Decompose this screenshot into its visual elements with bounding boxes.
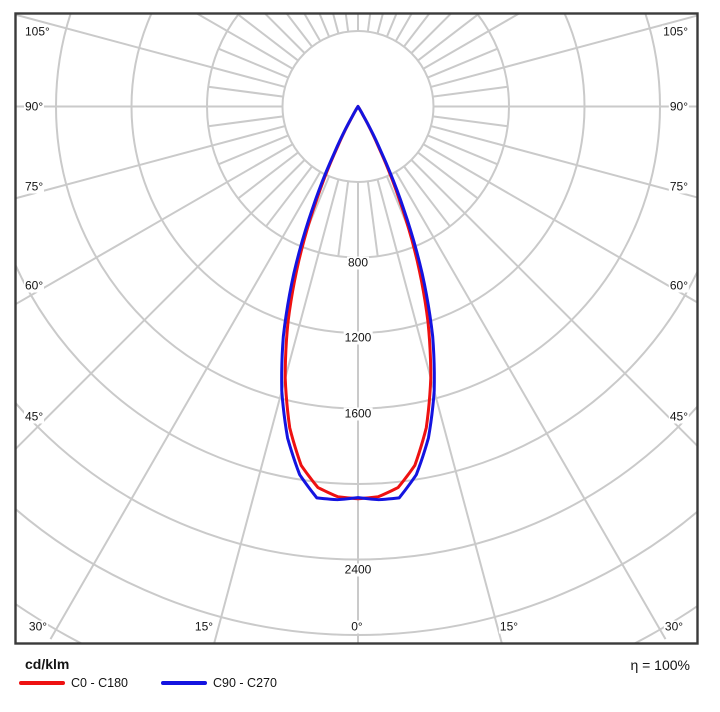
- grid-radial-major: [410, 159, 698, 448]
- grid-radial-major: [15, 159, 306, 451]
- angle-label-right-4: 45°: [668, 409, 689, 424]
- angle-label-bottom-1: 15°: [193, 619, 215, 634]
- grid-radial-minor: [218, 47, 289, 79]
- grid-radial-major: [15, 125, 286, 200]
- grid-radial-minor: [284, 13, 313, 48]
- grid-radial-minor: [237, 13, 299, 62]
- grid-radial-minor: [208, 85, 284, 98]
- angle-label-bottom-3: 15°: [498, 619, 520, 634]
- angle-label-left-4: 45°: [24, 409, 45, 424]
- efficiency-label: η = 100%: [630, 657, 690, 673]
- grid-radial-minor: [427, 47, 498, 79]
- grid-radial-minor: [432, 115, 508, 128]
- angle-label-left-1: 90°: [24, 99, 45, 114]
- grid-radial-minor: [417, 13, 479, 62]
- grid-radial-major: [212, 179, 340, 644]
- radius-label-1600: 1600: [343, 406, 373, 421]
- grid-radial-minor: [344, 13, 350, 32]
- angle-label-right-1: 90°: [668, 99, 689, 114]
- unit-label: cd/klm: [25, 656, 70, 672]
- angle-label-left-0: 105°: [24, 24, 51, 39]
- grid-radial-major: [376, 179, 504, 644]
- grid-radial-major: [430, 125, 698, 199]
- angle-label-left-2: 75°: [24, 179, 45, 194]
- radius-label-2400: 2400: [343, 562, 373, 577]
- grid-radial-minor: [318, 13, 331, 38]
- grid-radial-major: [49, 171, 322, 640]
- grid-radial-major: [394, 171, 667, 640]
- radius-label-1200: 1200: [343, 330, 373, 345]
- angle-label-right-0: 105°: [662, 24, 689, 39]
- grid-radial-minor: [337, 181, 350, 257]
- grid-radial-minor: [432, 85, 508, 98]
- grid-radial-minor: [208, 115, 284, 128]
- grid-radial-major: [15, 143, 294, 306]
- grid-radial-minor: [417, 151, 479, 200]
- grid-radial-minor: [403, 165, 451, 227]
- legend-label-c90-c270: C90 - C270: [213, 676, 277, 690]
- grid-radial-minor: [237, 151, 299, 200]
- grid-radial-major: [194, 13, 294, 70]
- legend-line-blue: [161, 681, 207, 685]
- angle-label-right-3: 60°: [668, 278, 689, 293]
- angle-label-bottom-4: 30°: [663, 619, 685, 634]
- legend-label-c0-c180: C0 - C180: [71, 676, 128, 690]
- grid-radial-major: [422, 143, 698, 304]
- grid-radial-major: [15, 13, 286, 88]
- grid-radial-minor: [366, 13, 372, 32]
- grid-radial-minor: [265, 165, 313, 227]
- grid-radial-major: [430, 14, 698, 88]
- angle-label-right-2: 75°: [668, 179, 689, 194]
- legend-line-red: [19, 681, 65, 685]
- intensity-curve-C90-C270: [280, 105, 436, 502]
- angle-label-bottom-2: 0°: [350, 619, 364, 634]
- grid-radial-minor: [385, 13, 398, 38]
- radius-label-800: 800: [346, 255, 370, 270]
- angle-label-bottom-0: 30°: [27, 619, 49, 634]
- plot-border: [14, 12, 699, 645]
- grid-radial-minor: [403, 13, 432, 48]
- grid-radial-minor: [366, 181, 379, 257]
- grid-radial-minor: [427, 134, 498, 166]
- angle-label-left-3: 60°: [24, 278, 45, 293]
- grid-radial-minor: [218, 134, 289, 166]
- grid-circle-2400: [15, 400, 698, 561]
- grid-radial-major: [422, 13, 522, 70]
